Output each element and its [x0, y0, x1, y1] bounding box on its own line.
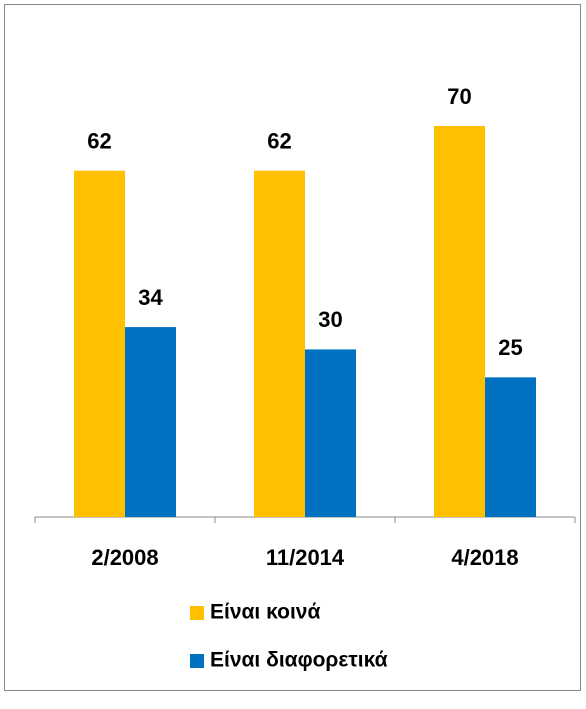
data-label: 25: [498, 335, 522, 360]
x-tick-label: 2/2008: [91, 545, 158, 570]
data-label: 30: [318, 307, 342, 332]
bar: [74, 170, 125, 517]
bar: [485, 377, 536, 517]
legend-swatch: [190, 606, 204, 620]
legend-label: Είναι κοινά: [210, 601, 320, 624]
bar: [254, 170, 305, 517]
x-tick-label: 11/2014: [266, 545, 345, 570]
bar: [125, 327, 176, 517]
data-label: 62: [87, 128, 111, 153]
data-label: 34: [138, 285, 163, 310]
data-label: 62: [267, 128, 291, 153]
legend-swatch: [190, 654, 204, 668]
bar: [434, 126, 485, 517]
x-tick-label: 4/2018: [451, 545, 518, 570]
data-label: 70: [447, 84, 471, 109]
legend-label: Είναι διαφορετικά: [210, 649, 388, 672]
bar: [305, 349, 356, 517]
